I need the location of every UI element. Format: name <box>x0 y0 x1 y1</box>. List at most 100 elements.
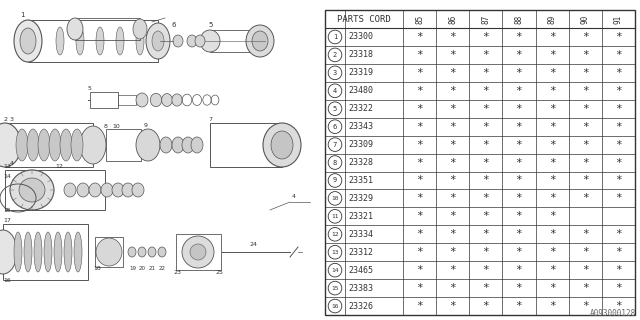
Text: *: * <box>416 301 423 311</box>
Text: *: * <box>516 211 522 221</box>
Text: 8: 8 <box>104 124 108 129</box>
Text: 4: 4 <box>292 194 296 199</box>
Text: *: * <box>416 175 423 186</box>
Bar <box>5 170 105 210</box>
Text: *: * <box>449 86 456 96</box>
Text: *: * <box>483 86 489 96</box>
Text: *: * <box>416 104 423 114</box>
Text: A093000128: A093000128 <box>589 309 636 318</box>
Text: 15: 15 <box>332 285 339 291</box>
Text: *: * <box>516 229 522 239</box>
Bar <box>210 30 260 52</box>
Text: 5: 5 <box>333 106 337 112</box>
Text: 5: 5 <box>208 22 212 28</box>
Text: *: * <box>449 32 456 42</box>
Ellipse shape <box>60 129 72 161</box>
Text: *: * <box>582 32 589 42</box>
Ellipse shape <box>200 30 220 52</box>
Ellipse shape <box>16 129 28 161</box>
Text: *: * <box>483 104 489 114</box>
Ellipse shape <box>14 232 22 272</box>
Text: 16: 16 <box>3 278 11 283</box>
Text: *: * <box>416 122 423 132</box>
Text: *: * <box>516 193 522 204</box>
Text: *: * <box>615 229 622 239</box>
Text: *: * <box>548 265 556 275</box>
Text: 11: 11 <box>332 214 339 219</box>
Ellipse shape <box>10 170 54 210</box>
Text: *: * <box>582 50 589 60</box>
Text: 23383: 23383 <box>348 284 373 292</box>
Text: 15: 15 <box>3 208 11 213</box>
Text: *: * <box>516 175 522 186</box>
Text: *: * <box>483 193 489 204</box>
Text: *: * <box>615 68 622 78</box>
Text: 88: 88 <box>515 14 524 24</box>
Text: *: * <box>416 283 423 293</box>
Text: *: * <box>582 175 589 186</box>
Text: *: * <box>615 157 622 168</box>
Text: *: * <box>416 50 423 60</box>
Text: *: * <box>416 86 423 96</box>
Text: 21: 21 <box>149 266 156 271</box>
Text: 23321: 23321 <box>348 212 373 221</box>
Text: *: * <box>416 247 423 257</box>
Ellipse shape <box>158 247 166 257</box>
Text: *: * <box>516 301 522 311</box>
Text: *: * <box>416 229 423 239</box>
Ellipse shape <box>132 183 144 197</box>
Text: 8: 8 <box>333 160 337 165</box>
Ellipse shape <box>150 93 162 107</box>
Text: 23318: 23318 <box>348 51 373 60</box>
Ellipse shape <box>148 247 156 257</box>
Bar <box>325 10 635 315</box>
Ellipse shape <box>136 27 144 55</box>
Text: 23351: 23351 <box>348 176 373 185</box>
Ellipse shape <box>122 183 134 197</box>
Text: 23334: 23334 <box>348 230 373 239</box>
Text: *: * <box>582 68 589 78</box>
Ellipse shape <box>76 27 84 55</box>
Bar <box>106 129 141 161</box>
Text: *: * <box>516 140 522 149</box>
Text: *: * <box>615 122 622 132</box>
Ellipse shape <box>0 230 17 274</box>
Text: *: * <box>516 265 522 275</box>
Text: 12: 12 <box>332 232 339 237</box>
Ellipse shape <box>190 244 206 260</box>
Text: 23328: 23328 <box>348 158 373 167</box>
Text: 89: 89 <box>548 14 557 24</box>
Text: 3: 3 <box>333 70 337 76</box>
Text: *: * <box>582 301 589 311</box>
Text: *: * <box>615 301 622 311</box>
Text: 13: 13 <box>3 164 11 169</box>
Text: *: * <box>582 265 589 275</box>
Text: 25: 25 <box>215 270 223 275</box>
Ellipse shape <box>77 183 89 197</box>
Text: 91: 91 <box>614 14 623 24</box>
Ellipse shape <box>34 232 42 272</box>
Text: *: * <box>516 32 522 42</box>
Text: *: * <box>615 104 622 114</box>
Ellipse shape <box>56 27 64 55</box>
Text: *: * <box>449 175 456 186</box>
Text: *: * <box>548 140 556 149</box>
Text: *: * <box>416 32 423 42</box>
Text: *: * <box>483 122 489 132</box>
Ellipse shape <box>20 28 36 54</box>
Ellipse shape <box>138 247 146 257</box>
Text: *: * <box>615 193 622 204</box>
Text: *: * <box>548 193 556 204</box>
Text: 3: 3 <box>10 117 14 122</box>
Text: *: * <box>548 104 556 114</box>
Ellipse shape <box>172 94 182 106</box>
Text: *: * <box>516 247 522 257</box>
Text: 6: 6 <box>333 124 337 130</box>
Ellipse shape <box>24 232 32 272</box>
Ellipse shape <box>136 129 160 161</box>
Text: 23465: 23465 <box>348 266 373 275</box>
Text: *: * <box>483 175 489 186</box>
Bar <box>5 123 93 167</box>
Text: *: * <box>449 193 456 204</box>
Text: *: * <box>483 68 489 78</box>
